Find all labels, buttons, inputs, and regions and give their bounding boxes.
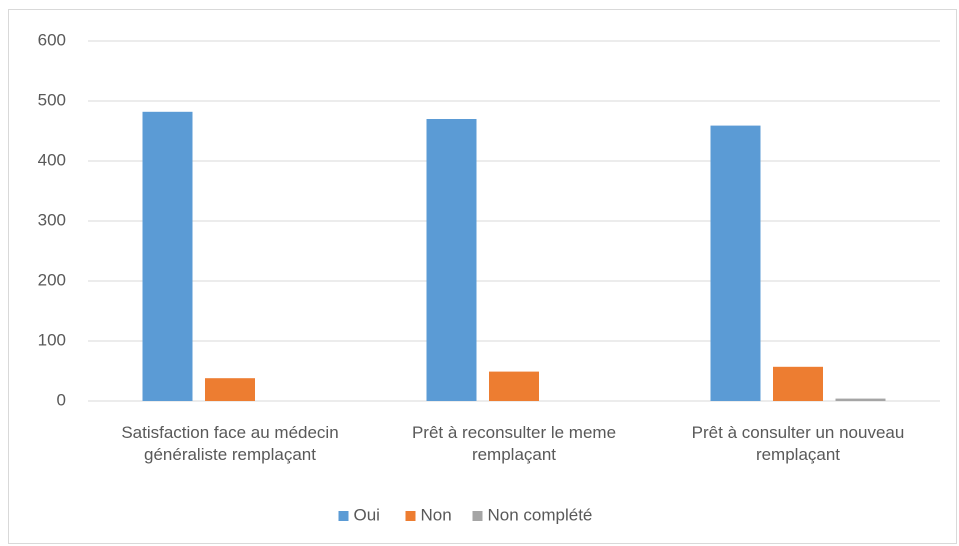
y-tick-label: 100 [38, 330, 66, 349]
legend-label: Non [421, 505, 452, 524]
bar [489, 371, 539, 401]
bar [426, 119, 477, 401]
legend-label: Non complété [488, 505, 593, 524]
bar [142, 111, 193, 402]
legend-swatch [338, 511, 349, 521]
x-tick-label: Prêt à reconsulter le meme remplaçant [411, 423, 617, 464]
y-tick-label: 300 [38, 210, 66, 229]
legend-swatch [472, 511, 483, 521]
legend-label: Oui [354, 505, 380, 524]
y-tick-label: 500 [38, 90, 66, 109]
bar [835, 398, 886, 401]
y-tick-label: 200 [38, 270, 66, 289]
bar [710, 125, 761, 401]
y-tick-label: 400 [38, 150, 66, 169]
x-tick-label: Satisfaction face au médecin généraliste… [121, 423, 339, 464]
y-tick-label: 0 [57, 390, 66, 409]
bar [773, 366, 823, 401]
bar [205, 378, 255, 401]
x-tick-label: Prêt à consulter un nouveau remplaçant [691, 423, 905, 464]
chart-border [8, 9, 957, 544]
legend-swatch [405, 511, 416, 521]
y-tick-label: 600 [38, 30, 66, 49]
